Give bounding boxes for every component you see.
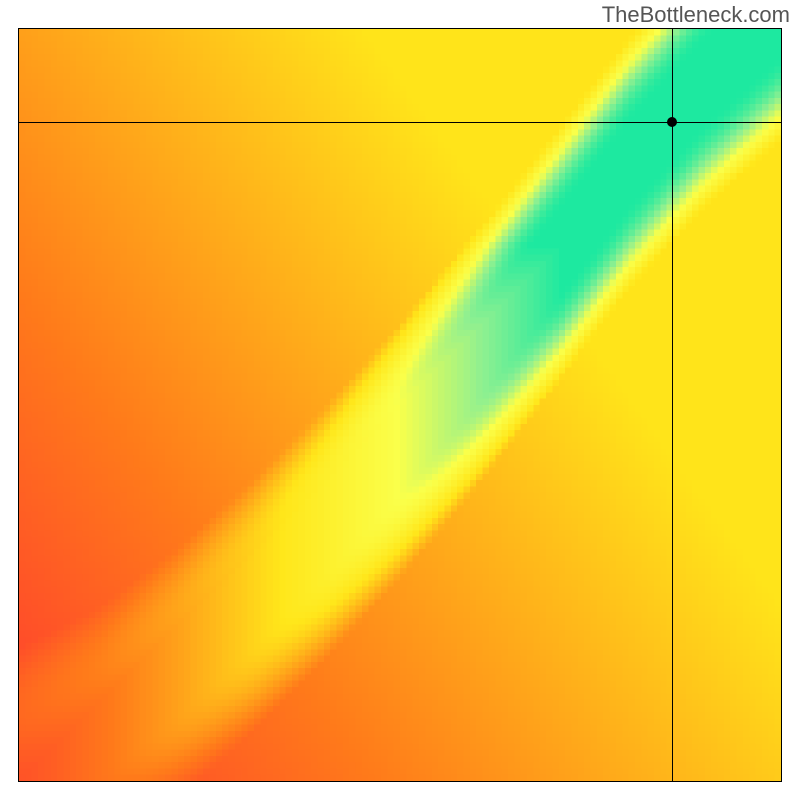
heatmap-canvas: [19, 29, 781, 781]
chart-container: TheBottleneck.com: [0, 0, 800, 800]
crosshair-vertical-line: [672, 29, 673, 781]
watermark-text: TheBottleneck.com: [602, 2, 790, 28]
crosshair-marker-dot: [667, 117, 677, 127]
plot-area: [18, 28, 782, 782]
